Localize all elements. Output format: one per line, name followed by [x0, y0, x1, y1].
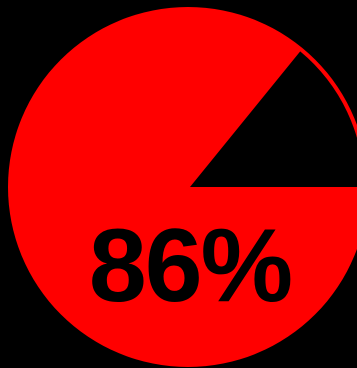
progress-percent-label: 86%	[89, 208, 291, 324]
progress-remaining-wedge	[190, 51, 357, 187]
